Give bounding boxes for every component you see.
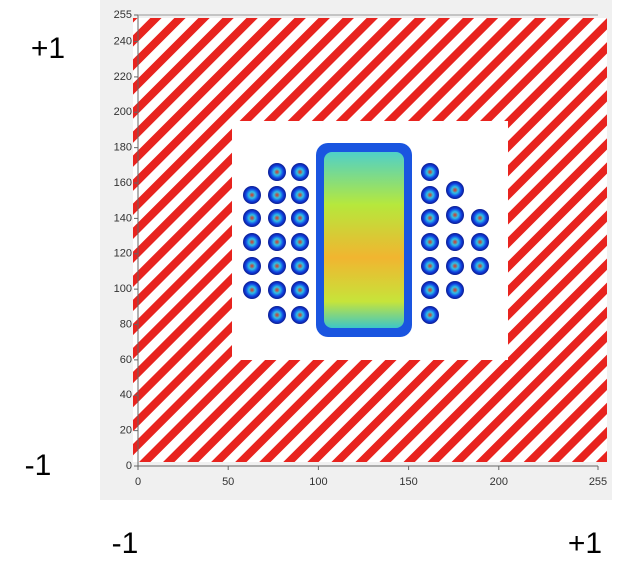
beam-spot [471,209,489,227]
beam-spot [243,257,261,275]
y-tick-label: 120 [114,248,132,260]
beam-spot [243,209,261,227]
x-tick-label: 200 [490,476,508,488]
beam-spot [268,186,286,204]
y-tick-label: 140 [114,212,132,224]
beam-spot [446,206,464,224]
beam-spot [421,186,439,204]
y-tick-label: 60 [120,354,132,366]
y-tick-label: 220 [114,71,132,83]
beam-spot [243,233,261,251]
x-tick-label: 0 [135,476,141,488]
beam-spot [421,209,439,227]
x-tick-label: 50 [222,476,234,488]
y-tick-label: 255 [114,9,132,21]
beam-spot [291,163,309,181]
beam-spot [421,281,439,299]
y-tick-label: 20 [120,425,132,437]
y-tick-label: 160 [114,177,132,189]
annotation: +1 [568,527,602,560]
x-tick-label: 255 [589,476,607,488]
beam-spot [268,306,286,324]
beam-spot [421,257,439,275]
axes: 0 20 40 60 80 100 120 140 160 180 200 220 240 255 0 50 1… [114,9,608,488]
beam-spot [421,306,439,324]
beam-image [243,143,489,337]
y-tick-label: 200 [114,106,132,118]
beam-spot [291,257,309,275]
beam-spot [291,209,309,227]
beam-spot [291,186,309,204]
beam-spot [268,163,286,181]
beam-spot [291,281,309,299]
beam-spot [446,281,464,299]
beam-spot [268,281,286,299]
beam-spot [243,281,261,299]
beam-spot [471,257,489,275]
annotation: +1 [31,32,65,65]
beam-spot [243,186,261,204]
beam-spot [446,233,464,251]
beam-core [324,152,404,328]
beam-spot [291,233,309,251]
beam-spot [291,306,309,324]
annotation: -1 [25,449,52,482]
x-tick-label: 150 [399,476,417,488]
annotation: -1 [112,527,139,560]
beam-spot [446,257,464,275]
beam-spot [421,163,439,181]
y-tick-label: 240 [114,35,132,47]
beam-spot [268,209,286,227]
y-tick-label: 40 [120,389,132,401]
y-tick-label: 180 [114,142,132,154]
beam-spot [268,233,286,251]
y-tick-label: 100 [114,283,132,295]
y-tick-label: 0 [126,460,132,472]
beam-spot [421,233,439,251]
beam-spot [446,181,464,199]
y-tick-label: 80 [120,318,132,330]
x-tick-label: 100 [309,476,327,488]
beam-spot [471,233,489,251]
beam-spot [268,257,286,275]
